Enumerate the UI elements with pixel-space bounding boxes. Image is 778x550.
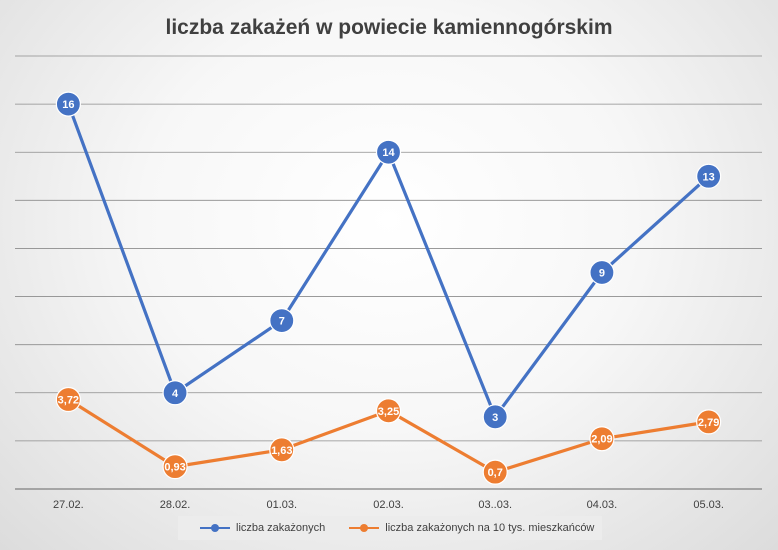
legend: liczba zakażonych liczba zakażonych na 1… — [178, 516, 602, 540]
x-tick-label: 05.03. — [693, 499, 724, 511]
data-label: 3,25 — [378, 406, 399, 418]
series-1: 16 4 7 14 3 9 13 — [55, 91, 722, 430]
data-point — [55, 91, 81, 117]
legend-swatch-blue — [200, 523, 230, 533]
data-label: 14 — [382, 147, 395, 159]
x-tick-label: 28.02. — [160, 499, 191, 511]
data-point — [482, 404, 508, 430]
data-point — [269, 308, 295, 334]
data-label: 0,93 — [164, 462, 185, 474]
data-point — [375, 398, 402, 424]
legend-label-series-2: liczba zakażonych na 10 tys. mieszkańców — [385, 522, 595, 534]
data-label: 13 — [703, 171, 715, 183]
data-point — [589, 426, 615, 452]
data-point — [589, 259, 615, 286]
data-point — [55, 386, 81, 413]
data-label: 0,7 — [488, 467, 503, 479]
data-point — [162, 380, 188, 406]
x-axis: 27.02. 28.02. 01.03. 02.03. 03..03. 04.03. 05.… — [53, 499, 724, 511]
x-tick-label: 03..03. — [478, 499, 512, 511]
data-label: 16 — [62, 99, 74, 111]
data-point — [269, 437, 295, 463]
data-label: 3 — [492, 412, 498, 424]
x-tick-label: 04.03. — [587, 499, 618, 511]
x-tick-label: 02.03. — [373, 499, 404, 511]
chart-title: liczba zakażeń w powiecie kamiennogórski… — [166, 16, 613, 39]
data-label: 7 — [279, 316, 285, 328]
legend-item-series-2: liczba zakażonych na 10 tys. mieszkańców — [349, 522, 594, 534]
data-label: 2,79 — [698, 417, 719, 429]
legend-item-series-1: liczba zakażonych — [200, 522, 325, 534]
series-layer: 16 4 7 14 3 9 13 3,72 0,93 1,63 3,25 0,7 2,09 2,79 — [55, 91, 722, 485]
data-label: 3,72 — [58, 395, 79, 407]
data-point — [696, 409, 722, 435]
data-point — [482, 459, 508, 485]
data-label: 2,09 — [591, 434, 612, 446]
data-label: 9 — [599, 268, 605, 280]
data-label: 4 — [172, 388, 179, 400]
x-tick-label: 27.02. — [53, 499, 84, 511]
data-point — [696, 163, 722, 189]
data-point — [162, 454, 188, 480]
legend-label-series-1: liczba zakażonych — [236, 522, 326, 534]
legend-swatch-orange — [349, 523, 380, 533]
data-point — [375, 139, 402, 165]
gridlines — [15, 55, 762, 490]
x-tick-label: 01.03. — [266, 499, 297, 511]
data-label: 1,63 — [271, 445, 292, 457]
series-2: 3,72 0,93 1,63 3,25 0,7 2,09 2,79 — [55, 386, 722, 485]
